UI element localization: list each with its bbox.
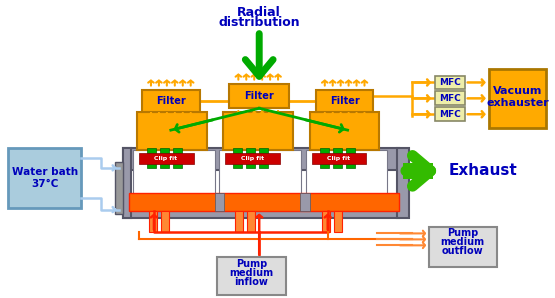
Text: medium: medium <box>229 268 273 278</box>
Text: MFC: MFC <box>439 78 461 87</box>
Bar <box>225 153 280 164</box>
Text: Exhaust: Exhaust <box>449 163 518 178</box>
Text: Clip fit: Clip fit <box>241 156 264 161</box>
Bar <box>215 193 224 211</box>
Text: MFC: MFC <box>439 110 461 119</box>
Bar <box>435 75 465 89</box>
Bar <box>139 153 194 164</box>
Bar <box>129 193 399 211</box>
Bar <box>149 211 157 232</box>
Text: inflow: inflow <box>234 277 268 287</box>
Bar <box>322 211 330 232</box>
Bar <box>320 148 329 168</box>
Text: Vacuum: Vacuum <box>493 86 542 96</box>
Text: MFC: MFC <box>439 94 461 103</box>
Text: 37°C: 37°C <box>31 179 58 189</box>
Bar <box>259 148 268 168</box>
Bar <box>346 148 355 168</box>
Text: outflow: outflow <box>442 246 483 256</box>
Bar <box>435 91 465 105</box>
Text: Pump: Pump <box>447 228 478 238</box>
Bar <box>123 148 131 218</box>
Text: Radial: Radial <box>238 7 281 19</box>
Bar <box>235 211 243 232</box>
Bar <box>142 90 200 112</box>
Bar <box>312 153 366 164</box>
Bar <box>429 227 497 267</box>
Bar <box>397 148 409 218</box>
Bar <box>8 148 82 208</box>
Bar <box>123 198 399 218</box>
Bar <box>488 69 546 128</box>
Bar <box>224 112 293 150</box>
Text: Water bath: Water bath <box>12 167 78 177</box>
Bar <box>133 150 215 202</box>
Bar <box>306 150 387 202</box>
Bar <box>332 148 342 168</box>
Text: Clip fit: Clip fit <box>327 156 350 161</box>
Bar <box>316 90 374 112</box>
Text: Pump: Pump <box>236 259 267 269</box>
Text: medium: medium <box>441 237 485 247</box>
Bar <box>300 193 310 211</box>
Text: Filter: Filter <box>156 96 186 106</box>
Bar <box>115 162 123 214</box>
Bar <box>310 112 380 150</box>
Bar <box>246 148 255 168</box>
Bar <box>137 112 206 150</box>
Text: Filter: Filter <box>330 96 360 106</box>
Bar <box>216 257 286 295</box>
Bar <box>229 84 289 108</box>
Bar <box>334 211 342 232</box>
Bar <box>234 148 243 168</box>
Bar <box>248 211 255 232</box>
Bar <box>147 148 156 168</box>
Bar <box>161 211 169 232</box>
Bar <box>160 148 169 168</box>
Bar <box>123 148 399 170</box>
Bar <box>173 148 181 168</box>
Text: distribution: distribution <box>219 16 300 30</box>
Text: exhauster: exhauster <box>486 98 549 108</box>
Bar <box>219 150 301 202</box>
Bar <box>403 163 433 179</box>
Text: Clip fit: Clip fit <box>154 156 178 161</box>
Bar <box>435 107 465 121</box>
Text: Filter: Filter <box>244 91 274 101</box>
